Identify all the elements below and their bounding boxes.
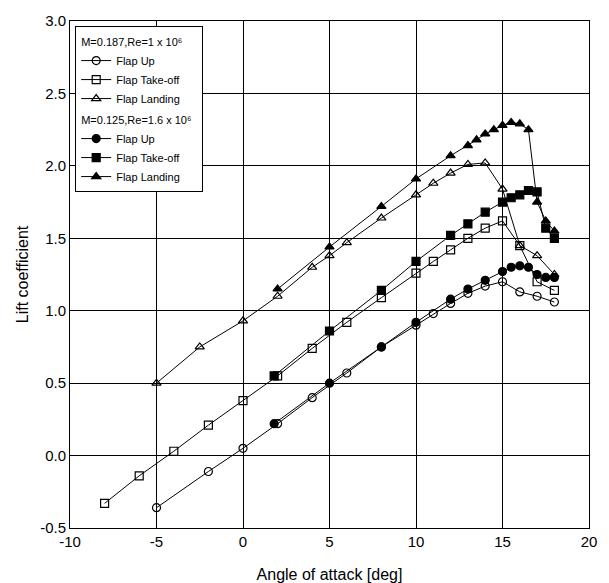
svg-text:0.5: 0.5: [45, 374, 66, 391]
svg-text:1.5: 1.5: [45, 230, 66, 247]
svg-text:M=0.187,Re=1 x 10⁶: M=0.187,Re=1 x 10⁶: [81, 36, 182, 48]
svg-text:2.5: 2.5: [45, 85, 66, 102]
svg-text:10: 10: [408, 533, 425, 550]
svg-text:5: 5: [325, 533, 333, 550]
svg-text:Flap Take-off: Flap Take-off: [116, 152, 180, 164]
svg-text:20: 20: [581, 533, 598, 550]
svg-text:0.0: 0.0: [45, 447, 66, 464]
svg-text:3.0: 3.0: [45, 12, 66, 29]
svg-text:Flap Up: Flap Up: [116, 55, 155, 67]
svg-text:2.0: 2.0: [45, 157, 66, 174]
svg-text:-0.5: -0.5: [40, 519, 66, 536]
svg-text:-5: -5: [150, 533, 163, 550]
svg-text:Flap Landing: Flap Landing: [116, 93, 180, 105]
svg-text:15: 15: [494, 533, 511, 550]
svg-text:Flap Take-off: Flap Take-off: [116, 74, 180, 86]
svg-text:Lift coefficient: Lift coefficient: [14, 225, 31, 323]
svg-text:Angle of attack [deg]: Angle of attack [deg]: [257, 566, 403, 583]
svg-text:Flap Landing: Flap Landing: [116, 171, 180, 183]
svg-text:-10: -10: [59, 533, 81, 550]
svg-text:M=0.125,Re=1.6 x 10⁶: M=0.125,Re=1.6 x 10⁶: [81, 114, 191, 126]
svg-text:Flap Up: Flap Up: [116, 133, 155, 145]
svg-text:1.0: 1.0: [45, 302, 66, 319]
svg-text:0: 0: [239, 533, 247, 550]
